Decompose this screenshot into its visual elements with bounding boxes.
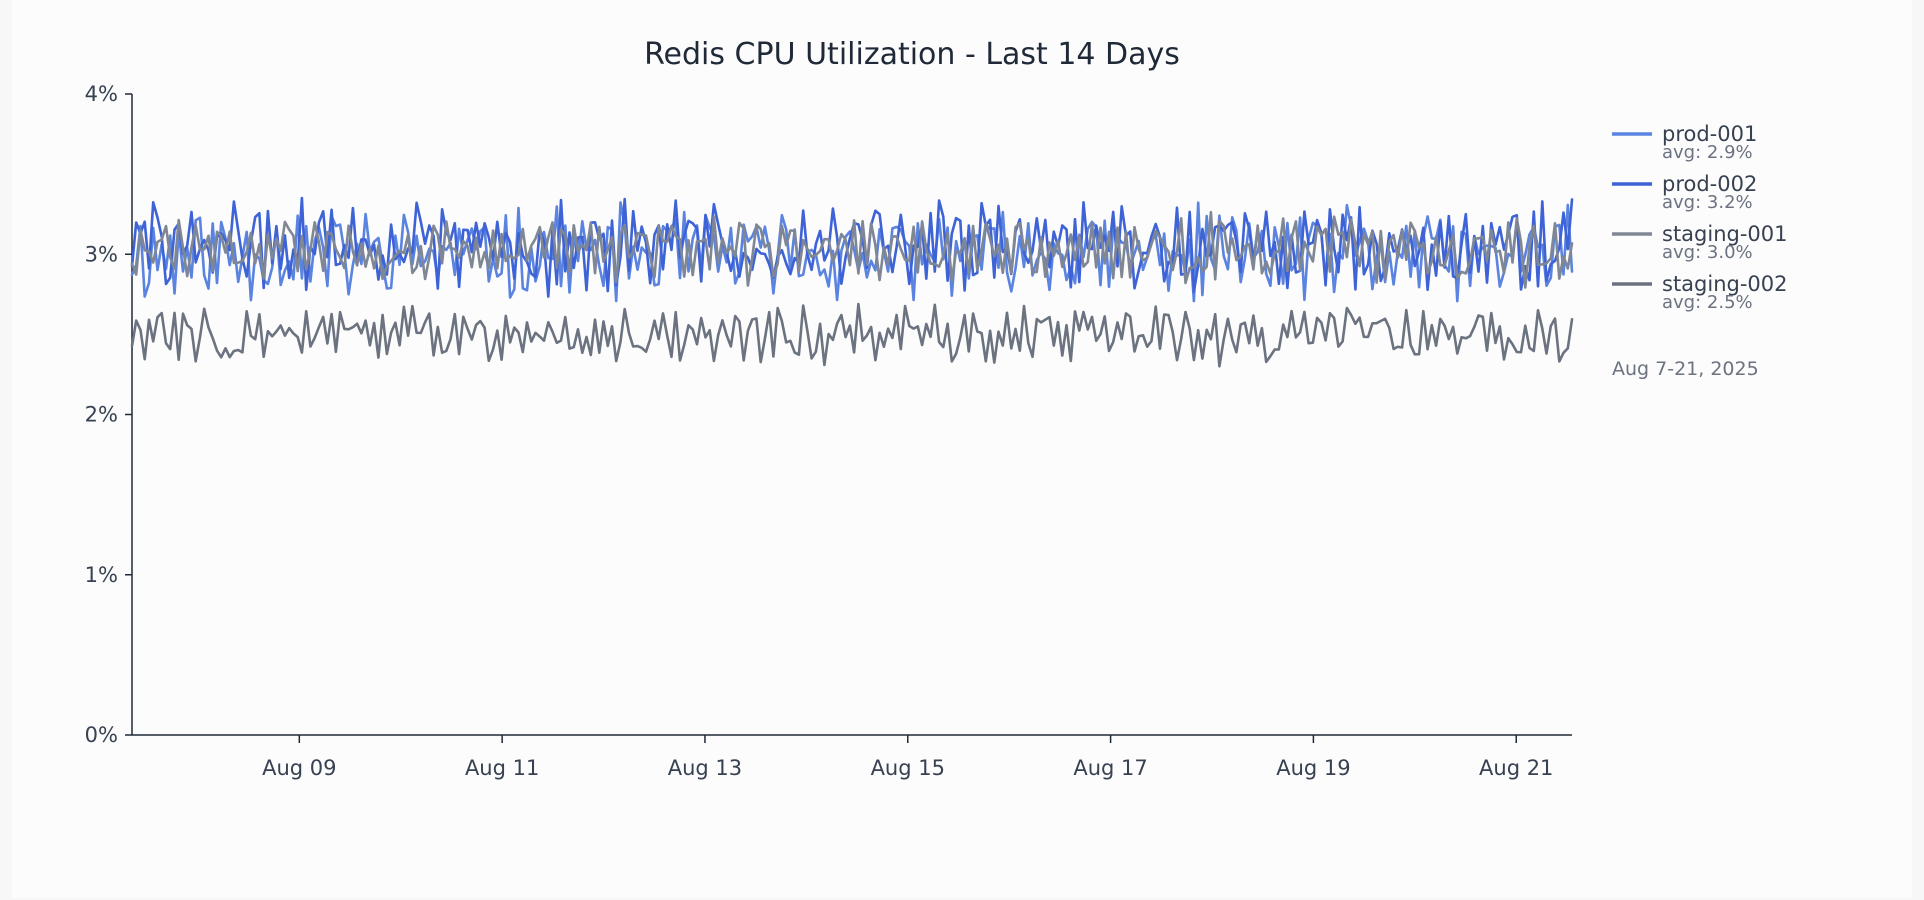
- legend-series-name: staging-002: [1662, 272, 1788, 296]
- series-line-staging-002: [130, 302, 1574, 368]
- legend-series-name: staging-001: [1662, 222, 1788, 246]
- line-chart: Redis CPU Utilization - Last 14 Days 0% 1…: [85, 37, 1788, 780]
- date-range-label: Aug 7-21, 2025: [1612, 358, 1759, 380]
- legend-series-avg: avg: 2.9%: [1662, 142, 1753, 163]
- legend-series-avg: avg: 3.2%: [1662, 192, 1753, 213]
- x-tick-label: Aug 11: [465, 756, 539, 780]
- x-tick-label: Aug 21: [1479, 756, 1553, 780]
- y-tick-label: 0%: [85, 723, 118, 747]
- series-line-staging-001: [130, 210, 1574, 289]
- series-group: [130, 196, 1574, 368]
- legend-series-avg: avg: 2.5%: [1662, 292, 1753, 313]
- legend-series-name: prod-001: [1662, 122, 1757, 146]
- x-tick-label: Aug 17: [1073, 756, 1147, 780]
- y-tick-label: 1%: [85, 563, 118, 587]
- x-axis: Aug 09 Aug 11 Aug 13 Aug 15 Aug 17 Aug 19 Aug …: [132, 734, 1572, 780]
- chart-panel: Redis CPU Utilization - Last 14 Days 0% 1…: [12, 0, 1912, 898]
- x-tick-label: Aug 09: [262, 756, 336, 780]
- y-axis: 0% 1% 2% 3% 4%: [85, 82, 133, 747]
- legend-series-avg: avg: 3.0%: [1662, 242, 1753, 263]
- y-tick-label: 3%: [85, 242, 118, 266]
- x-tick-label: Aug 13: [668, 756, 742, 780]
- y-tick-label: 2%: [85, 403, 118, 427]
- chart-title: Redis CPU Utilization - Last 14 Days: [644, 37, 1180, 72]
- legend-series-name: prod-002: [1662, 172, 1757, 196]
- x-tick-label: Aug 19: [1276, 756, 1350, 780]
- x-tick-label: Aug 15: [871, 756, 945, 780]
- y-tick-label: 4%: [85, 82, 118, 106]
